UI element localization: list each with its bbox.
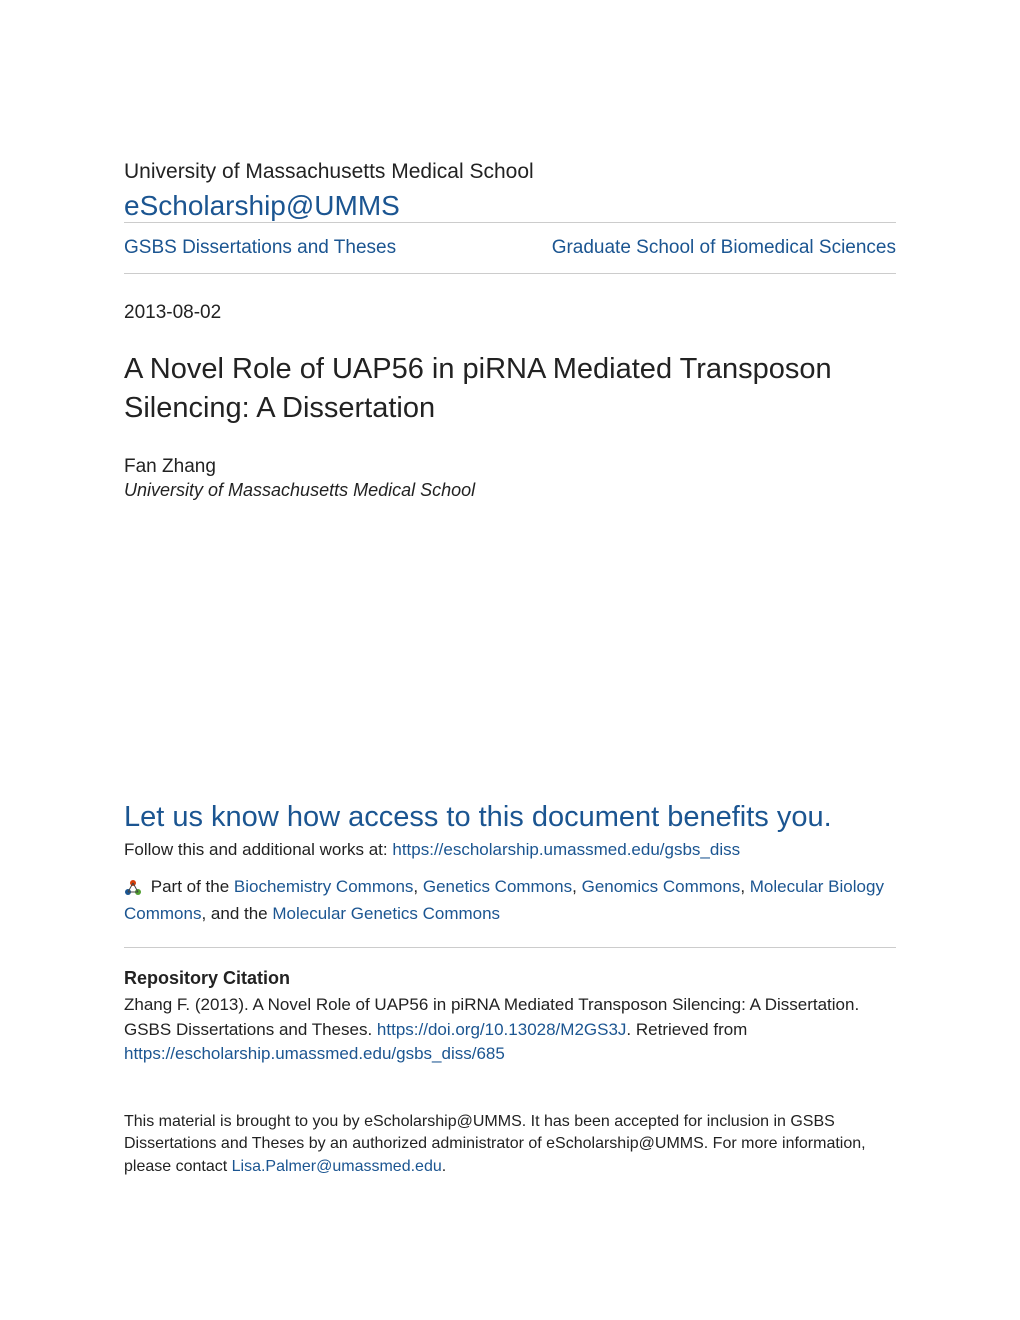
commons-link[interactable]: Genetics Commons — [423, 877, 572, 896]
citation-body: Zhang F. (2013). A Novel Role of UAP56 i… — [124, 993, 896, 1067]
footer-text: This material is brought to you by eScho… — [124, 1111, 896, 1178]
author-name: Fan Zhang — [124, 456, 896, 478]
document-title: A Novel Role of UAP56 in piRNA Mediated … — [124, 350, 896, 428]
publication-date: 2013-08-02 — [124, 302, 896, 324]
institution-name: University of Massachusetts Medical Scho… — [124, 160, 896, 184]
retrieved-url-link[interactable]: https://escholarship.umassmed.edu/gsbs_d… — [124, 1044, 505, 1063]
commons-sep: , and the — [201, 904, 272, 923]
footer-suffix: . — [442, 1158, 446, 1175]
commons-sep: , — [413, 877, 422, 896]
doi-link[interactable]: https://doi.org/10.13028/M2GS3J — [377, 1020, 627, 1039]
follow-prefix: Follow this and additional works at: — [124, 840, 392, 859]
nav-row: GSBS Dissertations and Theses Graduate S… — [124, 222, 896, 274]
follow-url-link[interactable]: https://escholarship.umassmed.edu/gsbs_d… — [392, 840, 740, 859]
network-icon — [124, 879, 142, 897]
commons-line: Part of the Biochemistry Commons, Geneti… — [124, 874, 896, 948]
commons-sep: , — [740, 877, 749, 896]
commons-sep: , — [572, 877, 581, 896]
commons-link[interactable]: Molecular Genetics Commons — [272, 904, 500, 923]
benefits-link[interactable]: Let us know how access to this document … — [124, 801, 896, 834]
repository-link[interactable]: eScholarship@UMMS — [124, 190, 400, 221]
commons-prefix: Part of the — [151, 877, 234, 896]
commons-link[interactable]: Genomics Commons — [582, 877, 741, 896]
follow-line: Follow this and additional works at: htt… — [124, 840, 896, 860]
contact-email-link[interactable]: Lisa.Palmer@umassmed.edu — [232, 1158, 442, 1175]
collection-link[interactable]: GSBS Dissertations and Theses — [124, 237, 396, 259]
citation-text-after: . Retrieved from — [626, 1020, 747, 1039]
citation-heading: Repository Citation — [124, 968, 896, 989]
school-link[interactable]: Graduate School of Biomedical Sciences — [552, 237, 896, 259]
author-affiliation: University of Massachusetts Medical Scho… — [124, 480, 896, 501]
commons-link[interactable]: Biochemistry Commons — [234, 877, 414, 896]
